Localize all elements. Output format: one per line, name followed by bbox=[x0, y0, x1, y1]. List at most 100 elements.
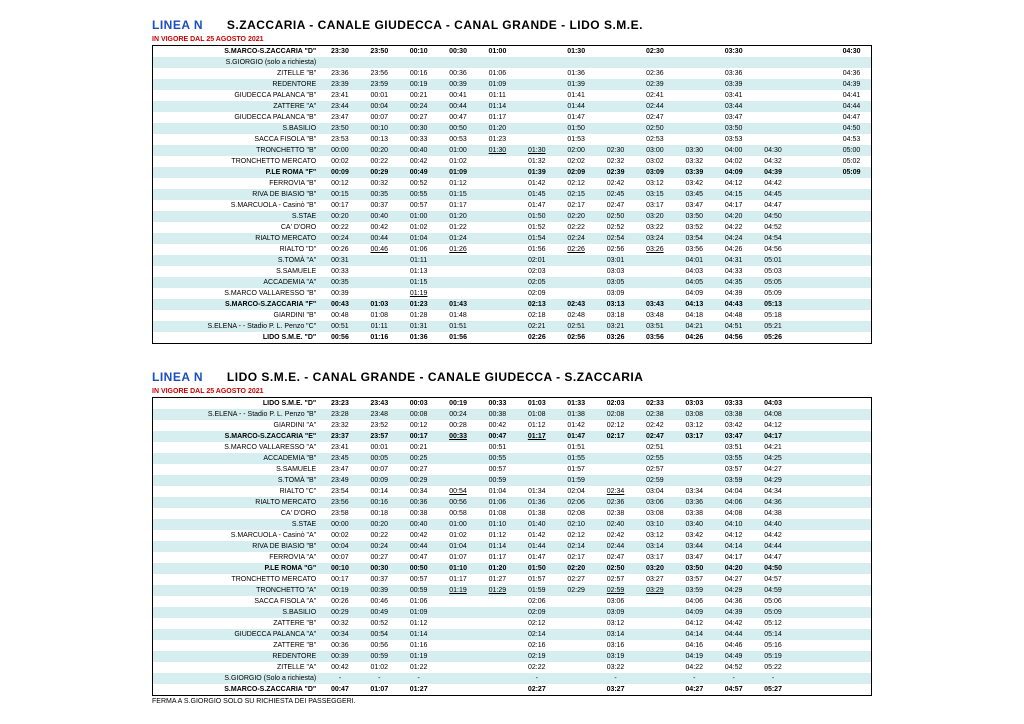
time-cell: 01:59 bbox=[517, 585, 556, 596]
time-cell bbox=[635, 629, 674, 640]
time-cell bbox=[832, 563, 871, 574]
time-cell: 03:03 bbox=[675, 398, 714, 410]
stop-name: REDENTORE bbox=[153, 79, 321, 90]
time-cell: 00:44 bbox=[399, 541, 438, 552]
time-cell: 00:00 bbox=[320, 519, 359, 530]
time-cell: 02:56 bbox=[556, 332, 595, 344]
time-cell: 03:51 bbox=[635, 321, 674, 332]
stop-name: CA' D'ORO bbox=[153, 222, 321, 233]
time-cell: 02:29 bbox=[556, 585, 595, 596]
time-cell bbox=[360, 255, 399, 266]
time-cell: 02:41 bbox=[635, 90, 674, 101]
time-cell: 00:52 bbox=[360, 618, 399, 629]
time-cell: 00:21 bbox=[399, 442, 438, 453]
time-cell: 04:06 bbox=[714, 497, 753, 508]
time-cell: 04:14 bbox=[675, 629, 714, 640]
time-cell bbox=[793, 244, 832, 255]
time-cell bbox=[793, 222, 832, 233]
time-cell bbox=[438, 662, 477, 673]
time-cell: 03:09 bbox=[635, 167, 674, 178]
time-cell: 04:10 bbox=[714, 519, 753, 530]
time-cell: 02:40 bbox=[596, 519, 635, 530]
time-cell bbox=[793, 431, 832, 442]
time-cell bbox=[478, 255, 517, 266]
time-cell bbox=[478, 299, 517, 310]
time-cell: 01:17 bbox=[478, 552, 517, 563]
stop-name: ACCADEMIA "B" bbox=[153, 453, 321, 464]
time-cell bbox=[832, 398, 871, 410]
time-cell bbox=[635, 640, 674, 651]
time-cell bbox=[793, 79, 832, 90]
time-cell: 05:19 bbox=[753, 651, 792, 662]
time-cell: 01:00 bbox=[438, 145, 477, 156]
time-cell: 03:20 bbox=[635, 211, 674, 222]
time-cell: 23:43 bbox=[360, 398, 399, 410]
table-row: RIVA DE BIASIO "B"00:1500:3500:5501:1501… bbox=[153, 189, 872, 200]
time-cell: 01:34 bbox=[517, 486, 556, 497]
time-cell: 03:02 bbox=[635, 156, 674, 167]
time-cell: 04:44 bbox=[753, 541, 792, 552]
route-heading-1: LINEA N S.ZACCARIA - CANALE GIUDECCA - C… bbox=[152, 18, 872, 32]
time-cell bbox=[438, 57, 477, 68]
time-cell: 02:50 bbox=[596, 211, 635, 222]
time-cell: 01:51 bbox=[438, 321, 477, 332]
time-cell bbox=[832, 618, 871, 629]
time-cell bbox=[438, 475, 477, 486]
time-cell: 00:00 bbox=[320, 145, 359, 156]
time-cell: 03:24 bbox=[635, 233, 674, 244]
time-cell bbox=[793, 607, 832, 618]
table-row: SACCA FISOLA "A"00:2600:4601:0602:0603:0… bbox=[153, 596, 872, 607]
time-cell bbox=[360, 288, 399, 299]
time-cell: 23:47 bbox=[320, 112, 359, 123]
time-cell bbox=[793, 299, 832, 310]
time-cell: 03:12 bbox=[635, 530, 674, 541]
time-cell: 03:30 bbox=[675, 145, 714, 156]
schedule-table-1: S.MARCO-S.ZACCARIA "D"23:3023:5000:1000:… bbox=[152, 45, 872, 344]
time-cell bbox=[793, 497, 832, 508]
table-row: RIALTO "D"00:2600:4601:0601:2601:5602:26… bbox=[153, 244, 872, 255]
time-cell: 01:12 bbox=[399, 618, 438, 629]
stop-name: S.SAMUELE bbox=[153, 266, 321, 277]
time-cell: 00:02 bbox=[320, 156, 359, 167]
time-cell bbox=[438, 266, 477, 277]
time-cell: 03:50 bbox=[714, 123, 753, 134]
time-cell bbox=[832, 189, 871, 200]
time-cell: 01:59 bbox=[556, 475, 595, 486]
stop-name: S.MARCO VALLARESSO "B" bbox=[153, 288, 321, 299]
time-cell bbox=[832, 541, 871, 552]
time-cell: 01:57 bbox=[556, 464, 595, 475]
time-cell: 00:39 bbox=[320, 288, 359, 299]
time-cell bbox=[438, 618, 477, 629]
time-cell: 02:12 bbox=[556, 178, 595, 189]
time-cell: 01:40 bbox=[517, 519, 556, 530]
time-cell: 00:51 bbox=[478, 442, 517, 453]
time-cell bbox=[793, 90, 832, 101]
table-row: CA' D'ORO00:2200:4201:0201:2201:5202:220… bbox=[153, 222, 872, 233]
time-cell: 23:41 bbox=[320, 90, 359, 101]
time-cell: 02:21 bbox=[517, 321, 556, 332]
time-cell bbox=[478, 321, 517, 332]
time-cell bbox=[832, 530, 871, 541]
time-cell: 03:33 bbox=[714, 398, 753, 410]
stop-name: S.ELENA - - Stadio P. L. Penzo "B" bbox=[153, 409, 321, 420]
time-cell: 04:36 bbox=[714, 596, 753, 607]
stop-name: FERROVIA "A" bbox=[153, 552, 321, 563]
time-cell bbox=[793, 266, 832, 277]
time-cell: 00:49 bbox=[360, 607, 399, 618]
time-cell bbox=[793, 552, 832, 563]
time-cell: 04:50 bbox=[753, 211, 792, 222]
time-cell: 03:47 bbox=[714, 112, 753, 123]
time-cell: 00:27 bbox=[399, 112, 438, 123]
table-row: GIARDINI "B"00:4801:0801:2801:4802:1802:… bbox=[153, 310, 872, 321]
time-cell: 03:22 bbox=[635, 222, 674, 233]
time-cell: 02:51 bbox=[635, 442, 674, 453]
time-cell: 01:48 bbox=[438, 310, 477, 321]
time-cell: 04:56 bbox=[714, 332, 753, 344]
time-cell bbox=[596, 134, 635, 145]
time-cell bbox=[675, 68, 714, 79]
time-cell: 02:59 bbox=[596, 585, 635, 596]
time-cell bbox=[556, 629, 595, 640]
stop-name: GIARDINI "A" bbox=[153, 420, 321, 431]
time-cell bbox=[793, 673, 832, 684]
time-cell: 03:05 bbox=[596, 277, 635, 288]
